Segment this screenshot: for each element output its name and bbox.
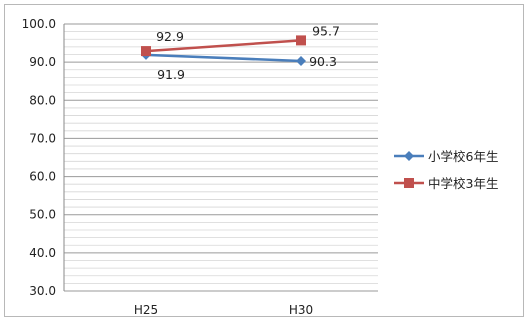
data-point-marker <box>296 35 306 46</box>
y-tick-label: 80.0 <box>29 93 56 107</box>
data-label: 90.3 <box>309 54 337 69</box>
data-label: 95.7 <box>312 23 340 38</box>
series-line <box>145 53 302 63</box>
x-axis-ticks: H25 H30 <box>134 303 313 317</box>
data-label: 91.9 <box>157 67 185 82</box>
series-line <box>145 39 302 53</box>
grid-lines <box>63 23 378 292</box>
x-tick-label: H25 <box>134 303 158 317</box>
legend-label: 中学校3年生 <box>428 176 498 191</box>
series-group: 91.9 90.3 92.9 95.7 <box>141 23 340 82</box>
legend-marker <box>404 178 414 188</box>
data-point-marker <box>296 55 306 66</box>
x-tick-label: H30 <box>289 303 313 317</box>
legend-label: 小学校6年生 <box>428 149 498 164</box>
legend-marker <box>404 151 414 161</box>
data-label: 92.9 <box>156 29 184 44</box>
y-tick-label: 50.0 <box>29 208 56 222</box>
y-tick-label: 90.0 <box>29 55 56 69</box>
y-tick-label: 70.0 <box>29 131 56 145</box>
y-tick-label: 100.0 <box>22 17 56 31</box>
y-tick-label: 30.0 <box>29 284 56 298</box>
chart-frame <box>4 4 524 317</box>
y-tick-label: 40.0 <box>29 246 56 260</box>
y-tick-label: 60.0 <box>29 170 56 184</box>
y-axis-ticks: 30.0 40.0 50.0 60.0 70.0 80.0 90.0 100.0 <box>22 17 56 298</box>
data-point-marker <box>141 46 151 57</box>
